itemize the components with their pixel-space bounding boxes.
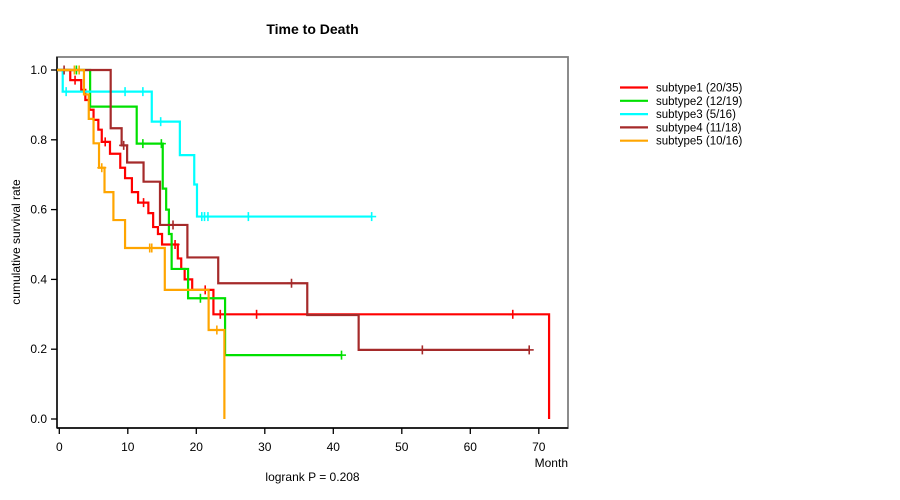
x-tick-label: 10 bbox=[121, 440, 135, 454]
y-axis-title: cumulative survival rate bbox=[9, 179, 23, 305]
series-curve-2 bbox=[57, 68, 342, 357]
x-tick-label: 20 bbox=[190, 440, 204, 454]
series-curve-4 bbox=[57, 68, 530, 351]
logrank-pvalue: logrank P = 0.208 bbox=[265, 470, 360, 484]
x-tick-label: 0 bbox=[56, 440, 63, 454]
series-curve-5 bbox=[57, 68, 226, 419]
series-curve-3 bbox=[57, 68, 372, 218]
legend-label-4: subtype4 (11/18) bbox=[656, 122, 742, 134]
plot-frame bbox=[56, 56, 569, 429]
x-axis-title: Month bbox=[534, 456, 568, 470]
y-tick-label: 0.6 bbox=[30, 203, 47, 217]
chart-title: Time to Death bbox=[266, 21, 359, 37]
y-tick-label: 0.8 bbox=[30, 133, 47, 147]
x-tick-label: 60 bbox=[464, 440, 478, 454]
legend-label-5: subtype5 (10/16) bbox=[656, 136, 742, 148]
y-tick-label: 0.2 bbox=[30, 342, 47, 356]
legend-label-3: subtype3 (5/16) bbox=[656, 109, 736, 121]
legend-label-1: subtype1 (20/35) bbox=[656, 83, 742, 95]
x-tick-label: 30 bbox=[258, 440, 272, 454]
x-tick-label: 70 bbox=[532, 440, 546, 454]
legend-label-2: subtype2 (12/19) bbox=[656, 96, 742, 108]
x-tick-label: 50 bbox=[395, 440, 409, 454]
y-tick-label: 1.0 bbox=[30, 63, 47, 77]
y-tick-label: 0.4 bbox=[30, 272, 47, 286]
series-curve-1 bbox=[57, 68, 551, 419]
y-tick-label: 0.0 bbox=[30, 412, 47, 426]
x-tick-label: 40 bbox=[327, 440, 341, 454]
